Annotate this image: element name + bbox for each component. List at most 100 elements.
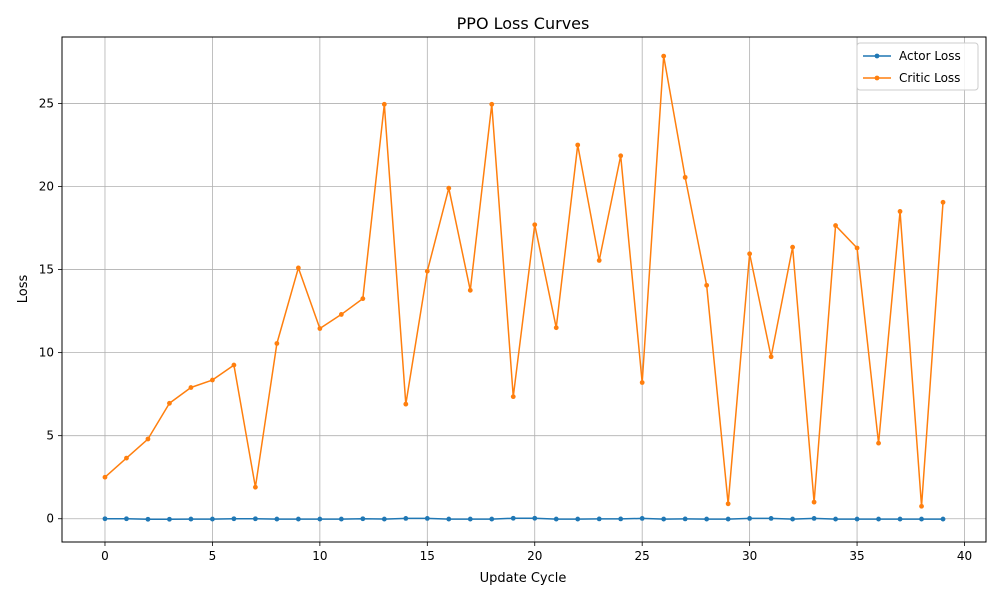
actor-loss-point [124,516,129,522]
actor-loss-point [295,516,301,522]
critic-loss-point [682,174,688,180]
critic-loss-point [510,394,516,400]
series-critic-loss [102,53,946,509]
critic-loss-point [919,503,924,509]
x-tick-label: 15 [420,549,435,563]
x-tick-label: 30 [742,549,757,563]
actor-loss-point [919,516,924,522]
critic-loss-point [833,223,838,228]
critic-loss-point [274,341,280,346]
legend-marker-critic-loss [874,75,880,81]
critic-loss-point [489,101,495,107]
y-tick-label: 0 [46,512,54,526]
actor-loss-point [532,515,538,521]
actor-loss-point [553,516,559,522]
x-axis-label: Update Cycle [480,571,567,586]
critic-loss-point [704,282,710,288]
legend-label-actor-loss: Actor Loss [899,49,961,63]
actor-loss-point [747,516,753,521]
actor-loss-point [210,516,215,522]
critic-loss-point [747,251,753,257]
critic-loss-point [467,287,473,293]
actor-loss-point [145,516,151,522]
y-tick-label: 5 [46,429,54,443]
actor-loss-point [811,516,817,521]
y-tick-label: 20 [39,180,54,194]
critic-loss-point [811,499,817,505]
critic-loss-point [854,245,860,251]
actor-loss-point [446,516,452,522]
critic-loss-point [317,326,323,331]
critic-loss-point [725,501,731,507]
chart-title: PPO Loss Curves [457,14,590,33]
actor-loss-line [104,517,944,520]
actor-loss-point [639,516,645,521]
actor-loss-point [704,516,710,522]
actor-loss-point [661,516,667,522]
actor-loss-point [575,516,581,522]
grid-layer [62,37,986,542]
legend: Actor Loss Critic Loss [856,42,979,91]
critic-loss-point [338,312,344,317]
series-actor-loss [102,515,946,522]
actor-loss-point [231,516,237,522]
critic-loss-point [618,153,624,159]
critic-loss-point [661,53,667,59]
critic-loss-point [876,440,881,446]
y-tick-label: 15 [39,263,54,277]
critic-loss-point [231,362,237,368]
critic-loss-point [145,436,151,442]
actor-loss-point [790,516,796,522]
critic-loss-point [446,185,452,191]
actor-loss-point [317,516,323,522]
critic-loss-point [553,325,559,331]
series-layer [102,53,946,522]
actor-loss-point [876,516,881,522]
actor-loss-point [510,515,516,521]
y-tick-label: 10 [39,346,54,360]
critic-loss-point [639,380,645,385]
actor-loss-point [338,516,344,522]
legend-label-critic-loss: Critic Loss [899,71,960,85]
plot-frame [61,36,987,543]
critic-loss-point [790,244,796,250]
y-tick-label: 25 [39,96,54,110]
actor-loss-point [854,516,860,522]
x-tick-label: 5 [209,549,217,563]
critic-loss-point [403,401,409,407]
critic-loss-point [596,258,602,263]
x-tick-label: 25 [635,549,650,563]
actor-loss-point [188,516,194,522]
critic-loss-point [210,377,215,383]
y-axis-label: Loss [16,275,31,304]
actor-loss-point [768,516,774,521]
x-tick-label: 40 [957,549,972,563]
actor-loss-point [833,516,838,522]
critic-loss-point [102,474,108,480]
critic-loss-point [252,484,258,490]
x-tick-label: 0 [101,549,109,563]
actor-loss-point [252,516,258,522]
critic-loss-point [360,296,366,302]
critic-loss-point [897,209,903,214]
x-tick-label: 35 [849,549,864,563]
legend-marker-actor-loss [874,53,880,59]
x-tick-label: 20 [527,549,542,563]
actor-loss-point [940,516,946,522]
x-tick-label: 10 [312,549,327,563]
actor-loss-point [360,516,366,522]
critic-loss-point [188,385,194,390]
actor-loss-point [596,516,602,522]
critic-loss-point [940,199,946,205]
critic-loss-point [768,354,774,360]
actor-loss-point [424,516,430,521]
actor-loss-point [467,516,473,522]
critic-loss-point [532,222,538,228]
actor-loss-point [897,516,903,522]
actor-loss-point [381,516,387,522]
actor-loss-point [102,516,108,522]
critic-loss-line [104,55,944,508]
actor-loss-point [618,516,624,522]
